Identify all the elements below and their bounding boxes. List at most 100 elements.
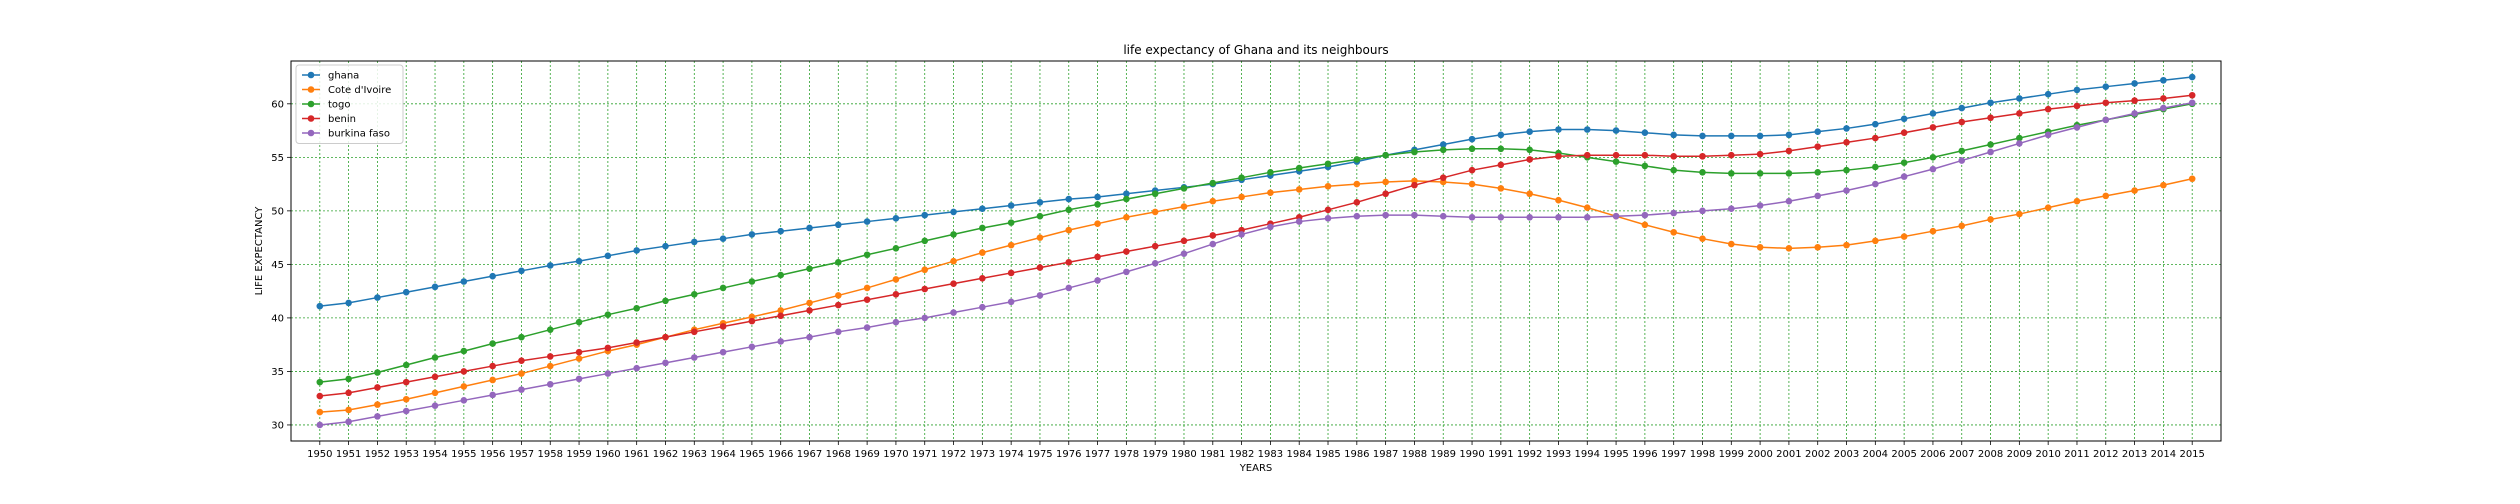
data-point-ghana — [1699, 132, 1706, 140]
data-point-togo — [835, 258, 842, 266]
data-point-ghana — [2102, 83, 2110, 90]
data-point-benin — [835, 301, 842, 309]
data-point-cote-d-ivoire — [518, 370, 525, 377]
x-tick-label: 1962 — [653, 449, 678, 460]
x-tick-label: 1979 — [1142, 449, 1167, 460]
data-point-benin — [979, 274, 986, 282]
data-point-burkina-faso — [2160, 104, 2167, 112]
data-point-ghana — [892, 215, 900, 222]
series-line-ghana — [319, 76, 2193, 307]
data-point-burkina-faso — [1872, 180, 1879, 188]
data-point-ghana — [1785, 131, 1793, 139]
data-point-burkina-faso — [892, 318, 900, 326]
data-point-ghana — [921, 211, 929, 219]
x-tick-label: 1987 — [1373, 449, 1398, 460]
data-point-burkina-faso — [1958, 157, 1966, 164]
data-point-burkina-faso — [2044, 131, 2052, 139]
data-point-benin — [518, 357, 525, 365]
data-point-benin — [316, 392, 324, 400]
data-point-ghana — [2044, 90, 2052, 98]
data-point-cote-d-ivoire — [1094, 220, 1101, 228]
data-point-cote-d-ivoire — [1324, 182, 1332, 190]
x-tick-label: 2002 — [1805, 449, 1830, 460]
x-tick-label: 1968 — [826, 449, 851, 460]
data-point-ghana — [719, 235, 727, 242]
data-point-benin — [1007, 269, 1015, 277]
series-line-benin — [319, 94, 2193, 397]
data-point-benin — [1670, 152, 1677, 160]
data-point-benin — [863, 296, 871, 304]
data-point-togo — [1180, 185, 1188, 192]
data-point-ghana — [2188, 73, 2196, 81]
data-point-togo — [1065, 206, 1073, 214]
data-point-togo — [1036, 212, 1044, 220]
data-point-burkina-faso — [1583, 213, 1591, 221]
x-tick-label: 1966 — [768, 449, 793, 460]
data-point-togo — [1439, 146, 1447, 154]
data-point-ghana — [1439, 141, 1447, 148]
data-point-ghana — [1727, 132, 1735, 140]
data-point-togo — [1007, 219, 1015, 226]
x-tick-label: 1960 — [595, 449, 620, 460]
data-point-burkina-faso — [2102, 116, 2110, 124]
data-point-cote-d-ivoire — [2131, 187, 2138, 194]
data-point-burkina-faso — [1123, 268, 1130, 276]
legend: ghana Cote d'Ivoire togo benin burkina faso — [295, 64, 404, 144]
y-tick-label: 50 — [271, 206, 284, 217]
data-point-burkina-faso — [1526, 213, 1533, 221]
data-point-togo — [1958, 147, 1966, 155]
data-point-togo — [777, 271, 785, 279]
data-point-cote-d-ivoire — [1036, 234, 1044, 241]
data-point-ghana — [402, 288, 410, 296]
data-point-cote-d-ivoire — [806, 299, 813, 307]
data-point-cote-d-ivoire — [1295, 186, 1303, 193]
x-tick-label: 1989 — [1431, 449, 1456, 460]
data-point-benin — [1814, 143, 1822, 150]
data-point-benin — [806, 307, 813, 314]
data-point-cote-d-ivoire — [1900, 233, 1908, 240]
data-point-cote-d-ivoire — [921, 266, 929, 274]
y-tick-label: 40 — [271, 313, 284, 324]
data-point-cote-d-ivoire — [1843, 241, 1850, 249]
data-point-togo — [1987, 141, 1994, 148]
series-togo — [316, 100, 2196, 386]
data-point-cote-d-ivoire — [2073, 197, 2081, 205]
legend-marker — [307, 115, 315, 122]
data-point-ghana — [1065, 195, 1073, 203]
data-point-togo — [719, 284, 727, 292]
x-tick-label: 1984 — [1286, 449, 1311, 460]
data-point-burkina-faso — [1065, 284, 1073, 292]
x-tick-label: 2005 — [1891, 449, 1916, 460]
x-tick-label: 2004 — [1863, 449, 1888, 460]
data-point-burkina-faso — [1468, 213, 1476, 221]
data-point-cote-d-ivoire — [892, 276, 900, 283]
y-axis: 30 35 40 45 50 55 60 — [271, 99, 291, 431]
x-tick-label: 1998 — [1690, 449, 1715, 460]
data-point-togo — [1353, 156, 1361, 163]
series-benin — [316, 91, 2196, 400]
x-tick-label: 1991 — [1488, 449, 1513, 460]
data-point-benin — [1094, 253, 1101, 261]
data-point-cote-d-ivoire — [1958, 222, 1966, 230]
x-tick-label: 1961 — [624, 449, 649, 460]
chart-title: life expectancy of Ghana and its neighbo… — [1123, 43, 1388, 57]
data-point-ghana — [1641, 129, 1649, 137]
data-point-benin — [1439, 174, 1447, 181]
data-point-ghana — [1612, 127, 1620, 134]
data-point-burkina-faso — [2188, 99, 2196, 107]
series-ghana — [316, 73, 2196, 310]
data-point-benin — [1756, 150, 1764, 158]
data-point-cote-d-ivoire — [1641, 221, 1649, 229]
data-point-cote-d-ivoire — [575, 355, 583, 362]
data-point-togo — [1612, 158, 1620, 165]
data-point-togo — [863, 251, 871, 259]
data-point-ghana — [518, 267, 525, 275]
y-tick-label: 45 — [271, 260, 284, 271]
data-point-cote-d-ivoire — [2188, 175, 2196, 183]
data-point-burkina-faso — [1180, 250, 1188, 257]
data-point-ghana — [863, 218, 871, 225]
x-tick-label: 1978 — [1114, 449, 1139, 460]
data-point-ghana — [1670, 131, 1677, 139]
data-point-benin — [1382, 190, 1389, 198]
